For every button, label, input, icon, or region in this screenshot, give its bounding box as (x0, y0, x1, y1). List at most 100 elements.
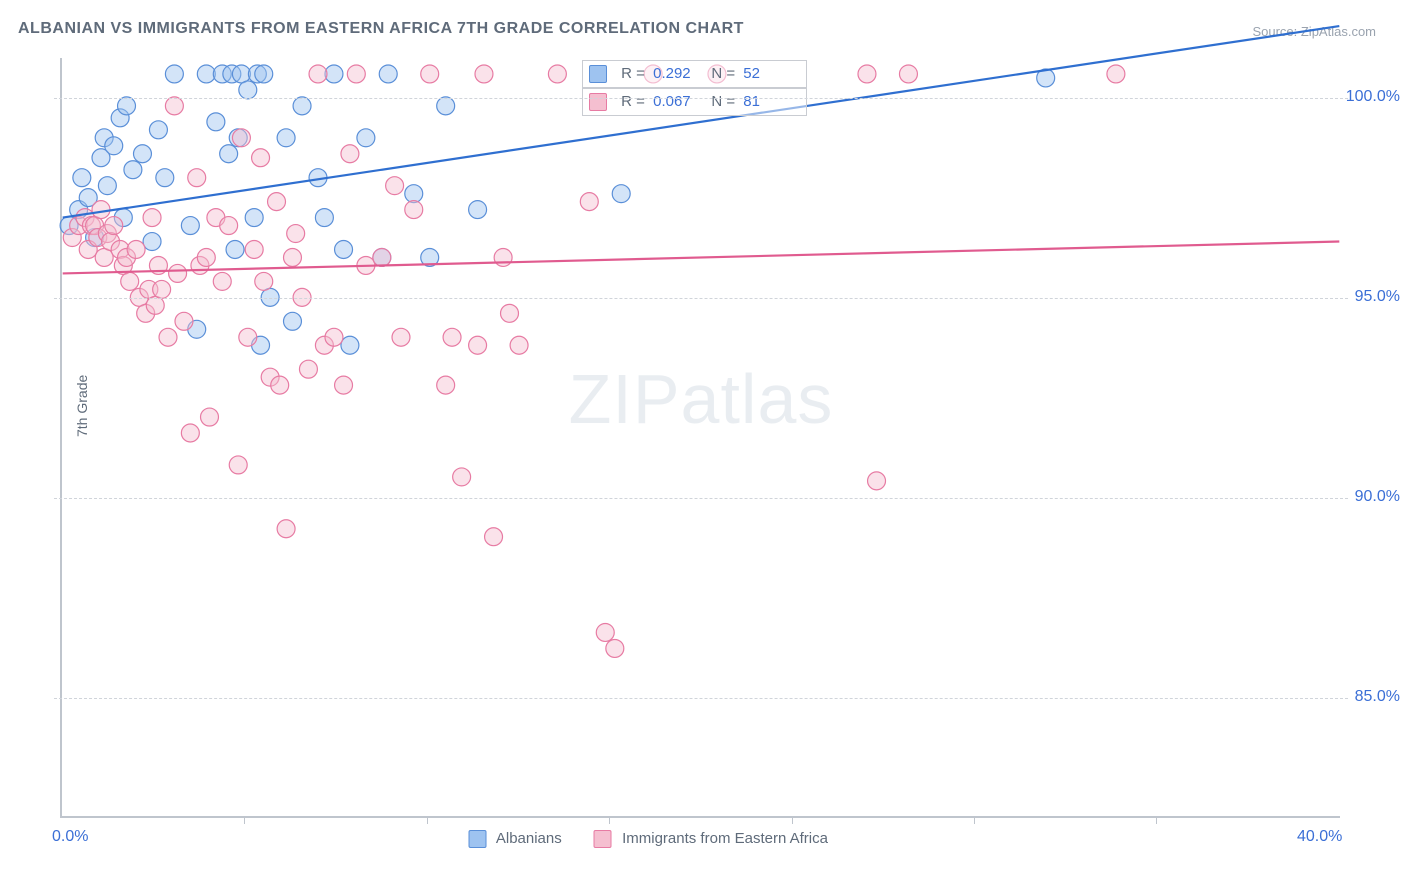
datapoint (899, 65, 917, 83)
datapoint (153, 280, 171, 298)
legend-label-1: Immigrants from Eastern Africa (622, 830, 828, 847)
datapoint (245, 241, 263, 259)
datapoint (341, 336, 359, 354)
datapoint (213, 272, 231, 290)
datapoint (156, 169, 174, 187)
datapoint (284, 312, 302, 330)
xtick (609, 816, 610, 824)
datapoint (207, 113, 225, 131)
datapoint (341, 145, 359, 163)
datapoint (453, 468, 471, 486)
gridline (54, 298, 1348, 299)
datapoint (485, 528, 503, 546)
datapoint (95, 248, 113, 266)
plot-area: 7th Grade ZIPatlas R = 0.292 N = 52 R = … (60, 58, 1340, 818)
datapoint (181, 424, 199, 442)
datapoint (143, 233, 161, 251)
datapoint (335, 376, 353, 394)
xtick-label: 0.0% (52, 828, 88, 846)
datapoint (392, 328, 410, 346)
datapoint (220, 217, 238, 235)
datapoint (612, 185, 630, 203)
xtick-label: 40.0% (1297, 828, 1342, 846)
datapoint (188, 169, 206, 187)
xtick (792, 816, 793, 824)
datapoint (105, 137, 123, 155)
datapoint (421, 65, 439, 83)
datapoint (299, 360, 317, 378)
legend-swatch-1 (594, 830, 612, 848)
datapoint (309, 65, 327, 83)
xtick (244, 816, 245, 824)
datapoint (127, 241, 145, 259)
stats-N-value-1: 81 (743, 93, 760, 110)
datapoint (255, 272, 273, 290)
datapoint (443, 328, 461, 346)
datapoint (165, 65, 183, 83)
xtick (1156, 816, 1157, 824)
datapoint (229, 456, 247, 474)
datapoint (284, 248, 302, 266)
datapoint (405, 185, 423, 203)
swatch-series-0 (589, 65, 607, 83)
gridline (54, 498, 1348, 499)
datapoint (379, 65, 397, 83)
datapoint (232, 65, 250, 83)
datapoint (271, 376, 289, 394)
stats-N-label: N = (711, 65, 735, 82)
trend-line (63, 26, 1340, 217)
stats-N-value-0: 52 (743, 65, 760, 82)
datapoint (181, 217, 199, 235)
datapoint (347, 65, 365, 83)
datapoint (105, 217, 123, 235)
xtick (427, 816, 428, 824)
datapoint (124, 161, 142, 179)
datapoint (169, 264, 187, 282)
datapoint (501, 304, 519, 322)
datapoint (386, 177, 404, 195)
datapoint (245, 209, 263, 227)
datapoint (437, 376, 455, 394)
legend-swatch-0 (469, 830, 487, 848)
datapoint (325, 328, 343, 346)
datapoint (357, 129, 375, 147)
legend-label-0: Albanians (496, 830, 562, 847)
stats-N-label: N = (711, 93, 735, 110)
datapoint (548, 65, 566, 83)
datapoint (277, 520, 295, 538)
datapoint (606, 639, 624, 657)
datapoint (475, 65, 493, 83)
datapoint (868, 472, 886, 490)
datapoint (239, 81, 257, 99)
ytick-label: 85.0% (1345, 688, 1400, 706)
stats-R-label: R = (621, 65, 645, 82)
datapoint (858, 65, 876, 83)
datapoint (325, 65, 343, 83)
datapoint (469, 336, 487, 354)
plot-svg (62, 58, 1340, 816)
legend-item-0: Albanians (469, 830, 566, 847)
datapoint (335, 241, 353, 259)
datapoint (494, 248, 512, 266)
datapoint (252, 149, 270, 167)
stats-R-label: R = (621, 93, 645, 110)
datapoint (232, 129, 250, 147)
ytick-label: 90.0% (1345, 488, 1400, 506)
datapoint (239, 328, 257, 346)
swatch-series-1 (589, 93, 607, 111)
datapoint (596, 624, 614, 642)
datapoint (580, 193, 598, 211)
gridline (54, 698, 1348, 699)
datapoint (437, 97, 455, 115)
datapoint (510, 336, 528, 354)
datapoint (146, 296, 164, 314)
ytick-label: 100.0% (1345, 88, 1400, 106)
datapoint (143, 209, 161, 227)
datapoint (315, 209, 333, 227)
datapoint (373, 248, 391, 266)
datapoint (92, 201, 110, 219)
datapoint (165, 97, 183, 115)
datapoint (405, 201, 423, 219)
stats-R-value-1: 0.067 (653, 93, 691, 110)
datapoint (293, 97, 311, 115)
